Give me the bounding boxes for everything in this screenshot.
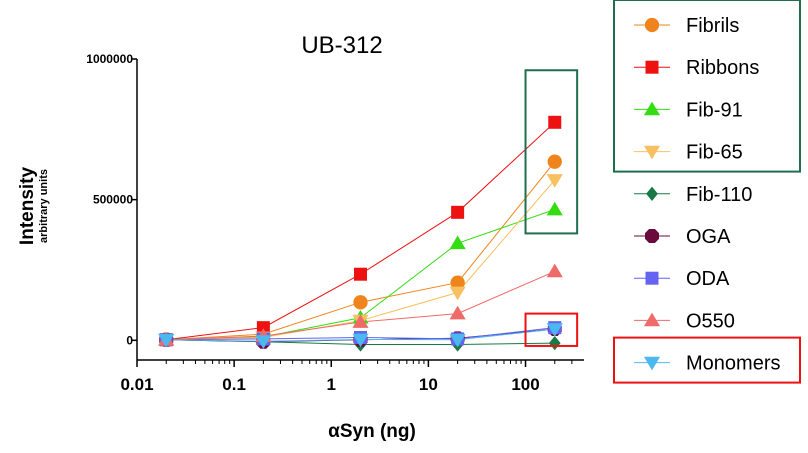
y-tick-label: 500000 <box>93 193 133 207</box>
legend-marker-ribbons <box>645 60 659 74</box>
data-point-fibrils <box>450 275 465 290</box>
y-axis-title-group: Intensity arbitrary units <box>17 167 50 246</box>
legend-marker-oga <box>645 229 659 243</box>
legend-label-fibrils: Fibrils <box>686 15 739 37</box>
x-tick-label: 0.1 <box>222 375 246 394</box>
legend-label-monomers: Monomers <box>686 353 780 375</box>
data-point-fib-65 <box>546 174 563 188</box>
legend-box-monomers <box>613 336 801 384</box>
y-tick-label: 0 <box>126 333 133 347</box>
legend-marker-oda <box>645 271 659 285</box>
x-axis-title: αSyn (ng) <box>328 421 416 442</box>
data-point-o550 <box>449 305 466 320</box>
data-point-fib-91 <box>449 235 466 250</box>
annotation-box-monomers <box>524 312 579 347</box>
legend-marker-fib-91 <box>643 101 661 116</box>
data-point-fibrils <box>353 295 368 310</box>
data-point-fibrils <box>547 154 562 169</box>
data-point-ribbons <box>451 205 465 219</box>
data-point-monomers <box>546 323 563 337</box>
legend-marker-fib-110 <box>646 186 658 201</box>
data-point-ribbons <box>548 115 562 129</box>
data-point-monomers <box>352 333 369 348</box>
x-tick-label: 10 <box>419 375 438 394</box>
legend-marker-o550 <box>643 312 661 327</box>
legend-box-fibrillar <box>613 0 801 173</box>
legend-label-fib-110: Fib-110 <box>686 184 752 206</box>
annotation-boxes <box>524 69 579 347</box>
data-point-ribbons <box>354 267 367 281</box>
legend: Fibrils Ribbons Fib-91 Fib-65 Fib-110 OGA ODA O… <box>613 0 801 384</box>
legend-label-fib-65: Fib-65 <box>686 142 743 164</box>
legend-label-ribbons: Ribbons <box>686 57 759 79</box>
y-axis-subtitle: arbitrary units <box>38 169 50 243</box>
legend-marker-fibrils <box>644 17 660 33</box>
y-tick-label: 1000000 <box>86 52 133 66</box>
legend-label-oda: ODA <box>686 268 730 290</box>
x-tick-label: 1 <box>327 375 336 394</box>
data-point-fib-65 <box>449 286 466 301</box>
legend-label-fib-91: Fib-91 <box>686 99 743 121</box>
y-axis-title: Intensity <box>17 167 38 246</box>
series-markers <box>158 115 563 352</box>
chart-title: UB-312 <box>301 32 382 59</box>
legend-label-oga: OGA <box>686 226 731 248</box>
data-point-monomers <box>255 335 272 349</box>
annotation-box-fibrillar <box>524 69 579 235</box>
data-point-monomers <box>449 333 466 348</box>
legend-marker-fib-65 <box>643 145 661 160</box>
data-point-fib-110 <box>548 335 561 351</box>
legend-marker-monomers <box>643 356 661 371</box>
data-point-o550 <box>352 314 369 328</box>
data-point-fib-91 <box>546 201 563 216</box>
data-point-o550 <box>546 263 563 278</box>
data-point-ribbons <box>256 321 270 335</box>
x-tick-label: 100 <box>511 375 539 394</box>
legend-label-o550: O550 <box>686 310 735 332</box>
data-point-monomers <box>158 333 175 348</box>
x-tick-label: 0.01 <box>120 375 153 394</box>
y-ticks: 0 500000 1000000 <box>86 52 137 347</box>
x-ticks: 0.01 0.1 1 10 100 <box>120 360 573 394</box>
